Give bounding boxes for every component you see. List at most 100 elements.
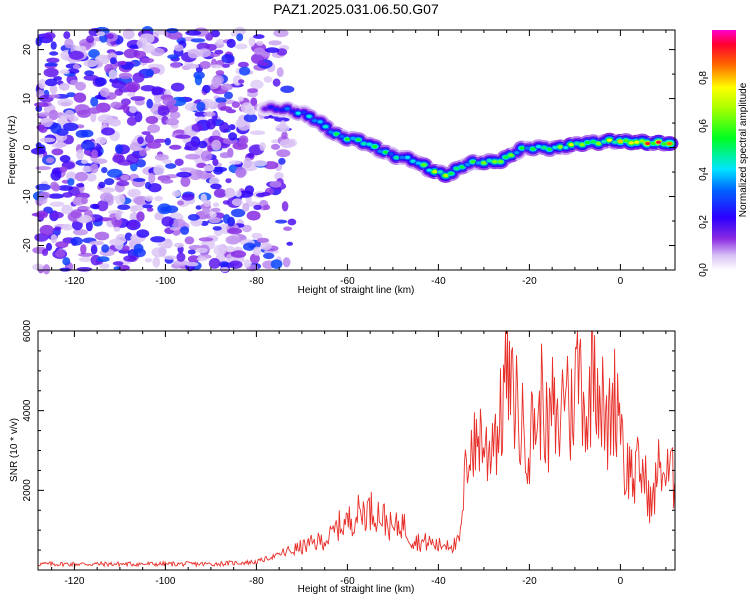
noise-blob (42, 264, 51, 275)
noise-blob (163, 255, 177, 260)
noise-blob (49, 84, 58, 95)
ridge-cell (421, 163, 427, 167)
noise-blob (224, 91, 233, 100)
noise-blob (87, 107, 102, 114)
noise-blob (211, 76, 222, 88)
ridge-cell (361, 142, 367, 146)
noise-blob (187, 255, 200, 263)
noise-blob (283, 226, 292, 231)
ridge-cell (634, 140, 640, 144)
spectrogram-x-tick-label: 0 (618, 276, 624, 287)
noise-blob (94, 231, 110, 241)
colorbar: 0.0 0.2 0.4 0.6 0.8 Normalized spectral ampl… (698, 30, 749, 277)
noise-blob (279, 138, 295, 149)
noise-blob (67, 178, 75, 186)
noise-blob (75, 81, 86, 91)
noise-blob (59, 166, 68, 173)
noise-blob (119, 60, 127, 66)
noise-blob (150, 236, 166, 243)
noise-blob (148, 183, 162, 193)
noise-blob (36, 210, 48, 219)
noise-blob (110, 57, 117, 65)
noise-blob (41, 248, 49, 256)
noise-blob (281, 201, 289, 212)
noise-blob (43, 67, 59, 78)
noise-blob (256, 237, 270, 243)
noise-blob (76, 149, 84, 160)
noise-blob (46, 157, 55, 164)
noise-blob (250, 79, 264, 90)
noise-blob (73, 92, 87, 103)
noise-blob (55, 249, 66, 258)
ridge-cell (497, 160, 503, 164)
ridge-cell (323, 125, 329, 129)
figure-title: PAZ1.2025.031.06.50.G07 (273, 1, 439, 17)
noise-blob (240, 102, 253, 114)
noise-blob (89, 203, 100, 209)
noise-blob (209, 212, 217, 218)
ridge-cell (563, 146, 569, 150)
noise-blob (226, 38, 236, 49)
noise-blob (179, 167, 195, 172)
noise-blob (195, 247, 208, 254)
noise-blob (235, 190, 242, 198)
noise-blob (94, 77, 107, 87)
noise-blob (170, 226, 180, 231)
noise-blob (152, 256, 161, 268)
noise-blob (185, 153, 201, 160)
spectrogram-x-tick-label: -120 (64, 276, 84, 287)
ridge-cell (601, 140, 607, 144)
ridge-cell (404, 155, 411, 160)
noise-blob (34, 102, 49, 108)
ridge-cell (306, 114, 312, 118)
noise-blob (273, 29, 289, 38)
noise-blob (80, 159, 89, 164)
noise-blob (51, 148, 64, 156)
noise-blob (62, 257, 71, 266)
noise-blob (114, 239, 124, 250)
noise-blob (167, 54, 179, 59)
noise-blob (184, 102, 199, 112)
noise-blob (49, 51, 59, 56)
noise-blob (243, 259, 252, 268)
ridge-cell (596, 141, 602, 146)
noise-blob (108, 69, 118, 80)
noise-blob (166, 28, 179, 34)
ridge-cell (333, 132, 340, 136)
spectrogram-y-tick-label: 0 (22, 144, 33, 150)
noise-blob (70, 209, 82, 219)
ridge-cell (492, 160, 498, 164)
ridge-cell (666, 142, 673, 146)
noise-blob (147, 124, 161, 134)
noise-blob (148, 172, 156, 184)
noise-blob (252, 246, 262, 256)
noise-blob (76, 267, 93, 272)
spectrogram-y-tick-label: 20 (22, 44, 33, 56)
colorbar-tick-label: 0.4 (698, 167, 709, 181)
ridge-cell (432, 170, 438, 174)
noise-blob (77, 109, 91, 118)
noise-blob (141, 131, 151, 136)
noise-blob (39, 224, 55, 236)
noise-blob (187, 214, 200, 221)
ridge-cell (262, 107, 269, 111)
noise-blob (164, 137, 171, 146)
ridge-cell (459, 165, 465, 169)
noise-blob (62, 122, 79, 132)
noise-blob (276, 67, 284, 78)
colorbar-tick-label: 0.8 (698, 71, 709, 85)
noise-blob (99, 87, 110, 98)
noise-blob (38, 191, 51, 199)
noise-blob (61, 204, 73, 215)
ridge-cell (415, 161, 421, 165)
spectrogram-x-tick-label: -20 (522, 276, 537, 287)
noise-blob (76, 183, 85, 188)
noise-blob (235, 166, 247, 178)
noise-blob (122, 245, 130, 252)
noise-blob (212, 202, 220, 207)
colorbar-gradient (712, 30, 736, 270)
ridge-cell (650, 141, 656, 146)
noise-blob (228, 124, 236, 131)
